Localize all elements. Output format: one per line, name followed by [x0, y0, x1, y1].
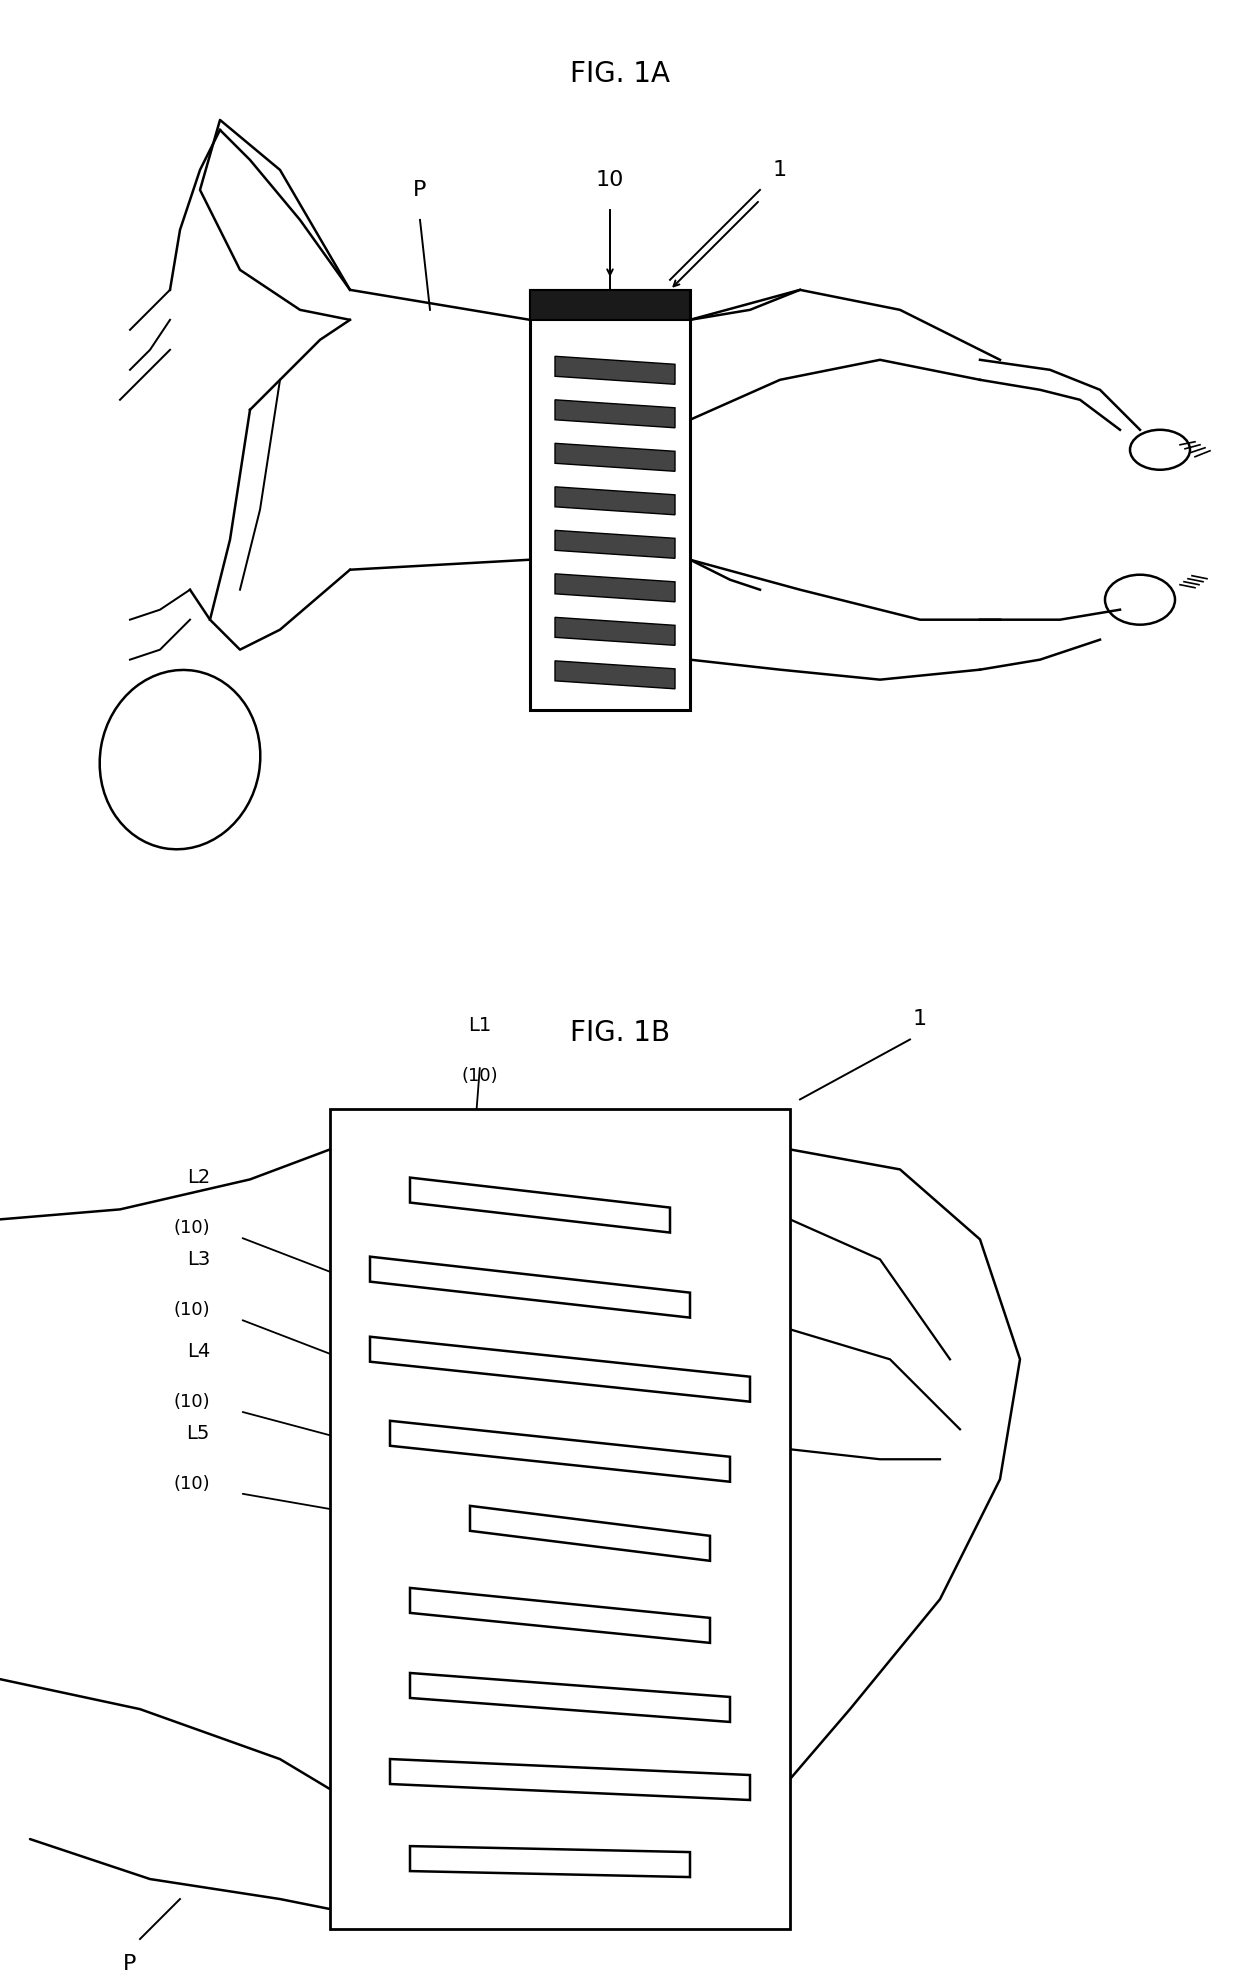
- Text: 1: 1: [913, 1009, 928, 1029]
- Polygon shape: [410, 1672, 730, 1722]
- Polygon shape: [556, 574, 675, 602]
- Text: P: P: [413, 180, 427, 200]
- Polygon shape: [410, 1178, 670, 1233]
- Bar: [529, 289, 689, 321]
- Polygon shape: [370, 1336, 750, 1401]
- Text: (10): (10): [174, 1219, 210, 1237]
- Polygon shape: [410, 1846, 689, 1876]
- Polygon shape: [556, 487, 675, 515]
- Text: L4: L4: [187, 1342, 210, 1362]
- Polygon shape: [391, 1421, 730, 1482]
- Polygon shape: [556, 356, 675, 384]
- Text: P: P: [123, 1953, 136, 1973]
- Polygon shape: [556, 661, 675, 689]
- Text: (10): (10): [174, 1476, 210, 1494]
- Text: L5: L5: [187, 1425, 210, 1443]
- Polygon shape: [470, 1506, 711, 1561]
- Polygon shape: [391, 1759, 750, 1801]
- Polygon shape: [556, 530, 675, 558]
- Polygon shape: [556, 617, 675, 645]
- Text: (10): (10): [174, 1302, 210, 1320]
- Text: (10): (10): [461, 1067, 498, 1084]
- Bar: [330, 1110, 790, 1930]
- Text: (10): (10): [174, 1393, 210, 1411]
- Text: L3: L3: [187, 1251, 210, 1269]
- Text: 1: 1: [773, 160, 787, 180]
- Text: 10: 10: [595, 170, 624, 190]
- Polygon shape: [370, 1257, 689, 1318]
- Text: L1: L1: [469, 1015, 491, 1035]
- Polygon shape: [556, 443, 675, 471]
- Text: L2: L2: [187, 1168, 210, 1187]
- Polygon shape: [556, 400, 675, 427]
- Text: FIG. 1A: FIG. 1A: [570, 59, 670, 87]
- Text: FIG. 1B: FIG. 1B: [570, 1019, 670, 1047]
- Bar: [529, 289, 689, 710]
- Polygon shape: [410, 1587, 711, 1643]
